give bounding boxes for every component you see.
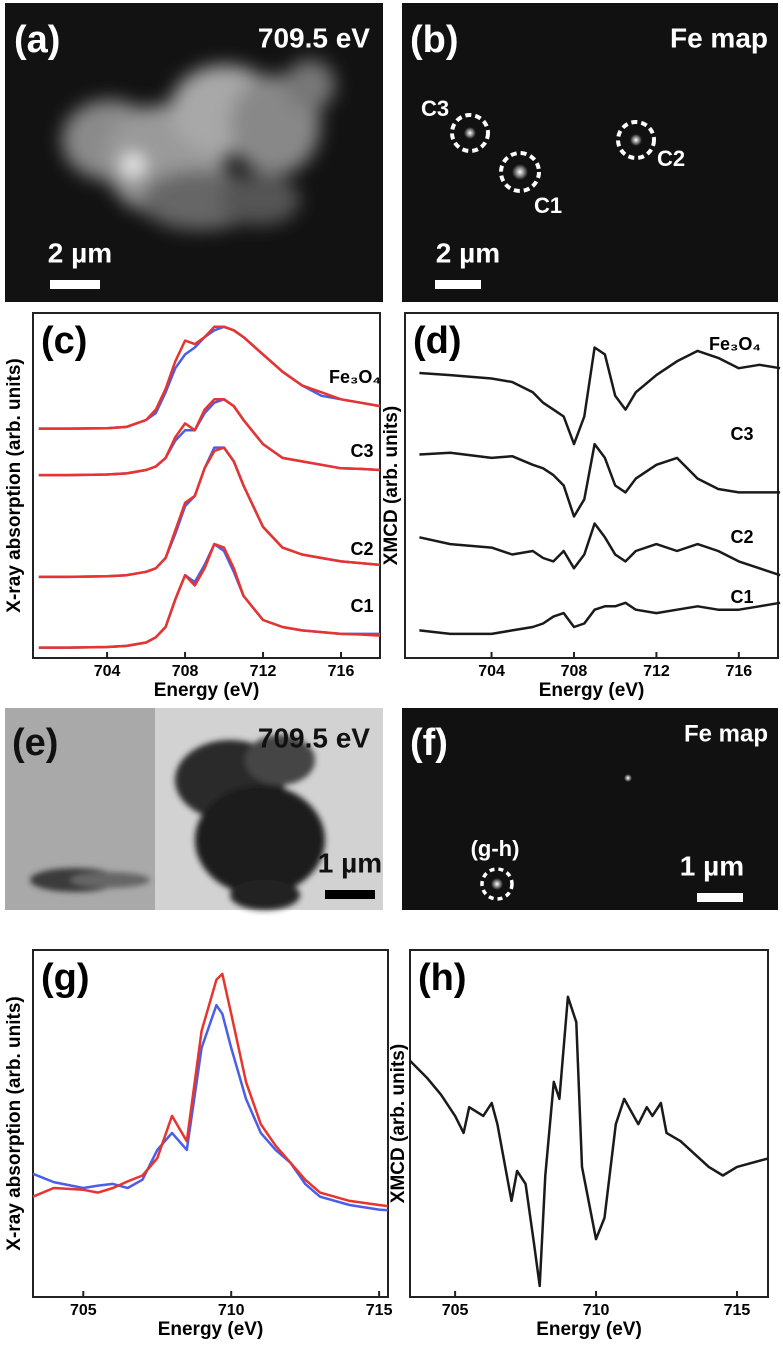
plot-frame — [32, 312, 381, 659]
marker-label: C2 — [657, 146, 685, 171]
marker-label: C1 — [534, 193, 562, 218]
fe-spot — [624, 774, 632, 782]
image-background — [402, 3, 778, 302]
x-axis-label: Energy (eV) — [536, 1319, 642, 1340]
marker-circle — [450, 113, 490, 153]
image-background — [402, 708, 778, 910]
x-tick-label: 710 — [218, 1302, 245, 1319]
marker-circle — [499, 151, 541, 193]
panel-label: (e) — [12, 722, 58, 764]
curve-label: C3 — [730, 424, 753, 444]
panel-label: (b) — [410, 19, 459, 61]
plot-frame — [409, 949, 769, 1298]
plot-frame — [32, 949, 389, 1298]
panel-label: (d) — [413, 320, 462, 362]
scale-bar-label: 2 µm — [436, 237, 500, 268]
energy-caption: 709.5 eV — [258, 722, 370, 753]
spectrum-line — [419, 346, 781, 446]
curve-label: Fe₃O₄ — [329, 367, 381, 387]
panel-label: (h) — [418, 957, 467, 999]
map-caption: Fe map — [684, 720, 768, 747]
x-tick-label: 708 — [172, 663, 199, 680]
fe-spot — [630, 134, 642, 146]
energy-caption: 709.5 eV — [258, 22, 370, 53]
panel-label: (f) — [410, 722, 448, 764]
plot-frame — [404, 312, 779, 659]
y-axis-label: XMCD (arb. units) — [388, 1044, 409, 1203]
x-tick-label: 716 — [328, 663, 355, 680]
spectrum-line — [38, 398, 381, 477]
scale-bar — [435, 280, 481, 289]
marker-circle — [616, 120, 656, 160]
curve-label: C2 — [350, 539, 373, 559]
curve-label: C1 — [730, 587, 753, 607]
particle-image — [62, 60, 335, 230]
y-axis-label: X-ray absorption (arb. units) — [4, 358, 25, 612]
x-tick-label: 704 — [478, 663, 505, 680]
marker-circle — [480, 867, 514, 901]
x-tick-label: 712 — [643, 663, 670, 680]
panel-b: C3 C1 C2 (b) Fe map 2 µm — [402, 3, 778, 302]
x-tick-label: 715 — [724, 1302, 751, 1319]
map-caption: Fe map — [670, 22, 768, 53]
panel-f: (g-h) (f) Fe map 1 µm — [402, 708, 778, 910]
fe-spot — [512, 164, 528, 180]
spectrum-line — [38, 446, 381, 579]
x-tick-label: 712 — [250, 663, 277, 680]
curve-label: C2 — [730, 527, 753, 547]
curve-label: C3 — [350, 441, 373, 461]
curve-label: C1 — [350, 596, 373, 616]
marker-label: (g-h) — [471, 836, 520, 861]
spectrum-line — [38, 325, 381, 430]
spectrum-line — [32, 972, 389, 1208]
y-axis-label: XMCD (arb. units) — [381, 406, 402, 565]
fe-spot — [464, 127, 476, 139]
panel-label: (a) — [14, 19, 60, 61]
spectrum-line — [409, 995, 769, 1288]
particle-image — [30, 735, 325, 910]
scale-bar-label: 2 µm — [48, 237, 112, 268]
scale-bar — [325, 890, 375, 899]
scale-bar-label: 1 µm — [318, 847, 382, 878]
panel-label: (g) — [41, 957, 90, 999]
marker-label: C3 — [421, 96, 449, 121]
fe-spot — [491, 878, 503, 890]
x-axis-label: Energy (eV) — [158, 1319, 264, 1340]
scale-bar — [697, 893, 743, 902]
spectrum-line — [32, 1003, 389, 1212]
panel-a: (a) 709.5 eV 2 µm — [5, 3, 383, 302]
spectrum-line — [419, 522, 781, 577]
curve-label: Fe₃O₄ — [709, 334, 761, 354]
x-tick-label: 710 — [583, 1302, 610, 1319]
panel-label: (c) — [41, 320, 87, 362]
spectrum-line — [419, 601, 781, 636]
scale-bar-label: 1 µm — [680, 850, 744, 881]
scale-bar — [50, 280, 100, 289]
x-tick-label: 705 — [442, 1302, 469, 1319]
spectrum-line — [38, 398, 381, 477]
panel-e: (e) 709.5 eV 1 µm — [5, 708, 383, 910]
y-axis-label: X-ray absorption (arb. units) — [4, 996, 25, 1250]
x-axis-label: Energy (eV) — [154, 680, 260, 701]
x-tick-label: 715 — [366, 1302, 393, 1319]
x-tick-label: 716 — [725, 663, 752, 680]
spectrum-line — [38, 542, 381, 649]
x-axis-label: Energy (eV) — [539, 680, 645, 701]
spectrum-line — [419, 442, 781, 518]
x-tick-label: 708 — [561, 663, 588, 680]
x-tick-label: 705 — [70, 1302, 97, 1319]
x-tick-label: 704 — [94, 663, 121, 680]
